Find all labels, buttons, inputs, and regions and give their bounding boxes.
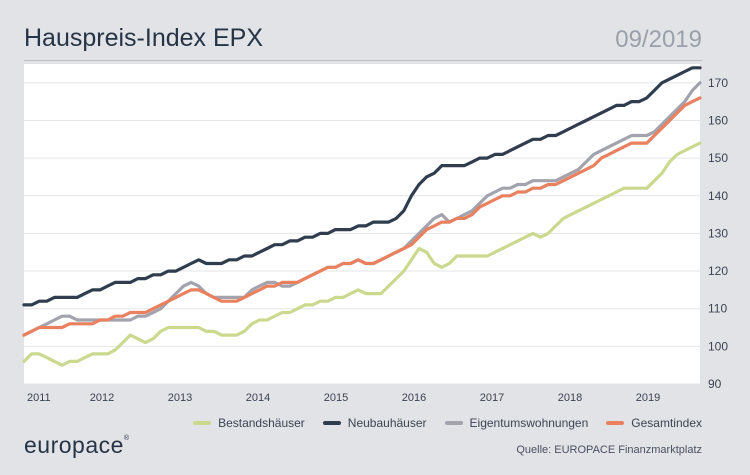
legend-swatch-neubauhaeuser xyxy=(322,421,341,425)
y-tick-label-110: 110 xyxy=(708,302,727,316)
chart-date: 09/2019 xyxy=(615,26,702,53)
logo-text: europace xyxy=(24,432,124,458)
legend-label-neubauhaeuser: Neubauhäuser xyxy=(347,416,427,430)
y-tick-label-100: 100 xyxy=(708,339,728,353)
logo-registered-mark: ® xyxy=(123,435,130,442)
source-note: Quelle: EUROPACE Finanzmarktplatz xyxy=(516,444,702,456)
legend-swatch-bestandshaeuser xyxy=(193,421,212,425)
legend-item-gesamtindex: Gesamtindex xyxy=(606,416,702,430)
x-tick-label-2017: 2017 xyxy=(480,392,504,404)
series-line-neubauhaeuser xyxy=(22,66,702,307)
x-tick-label-2019: 2019 xyxy=(636,392,660,404)
y-tick-label-160: 160 xyxy=(708,113,728,127)
y-tick-label-170: 170 xyxy=(708,76,728,90)
x-tick-label-2013: 2013 xyxy=(168,392,192,404)
legend-label-gesamtindex: Gesamtindex xyxy=(631,416,702,430)
y-tick-label-120: 120 xyxy=(708,264,728,278)
legend-swatch-eigentumswohnungen xyxy=(444,421,463,425)
x-tick-label-2018: 2018 xyxy=(558,392,582,404)
y-tick-label-150: 150 xyxy=(708,151,728,165)
legend-item-eigentumswohnungen: Eigentumswohnungen xyxy=(444,416,589,430)
plot-area xyxy=(24,64,700,384)
legend-item-neubauhaeuser: Neubauhäuser xyxy=(322,416,427,430)
chart-title: Hauspreis-Index EPX xyxy=(24,24,264,52)
x-tick-label-2016: 2016 xyxy=(402,392,426,404)
legend-item-bestandshaeuser: Bestandshäuser xyxy=(193,416,305,430)
series-line-gesamtindex xyxy=(22,96,702,337)
legend-label-bestandshaeuser: Bestandshäuser xyxy=(218,416,305,430)
x-tick-label-2012: 2012 xyxy=(90,392,114,404)
legend-swatch-gesamtindex xyxy=(606,421,625,425)
chart-legend: Bestandshäuser Neubauhäuser Eigentumswoh… xyxy=(193,416,702,430)
y-tick-label-140: 140 xyxy=(708,189,728,203)
series-line-bestandshaeuser xyxy=(22,141,702,367)
x-tick-label-2015: 2015 xyxy=(324,392,348,404)
x-tick-label-2014: 2014 xyxy=(246,392,270,404)
y-tick-label-90: 90 xyxy=(708,377,722,391)
legend-label-eigentumswohnungen: Eigentumswohnungen xyxy=(469,416,589,430)
europace-logo: europace® xyxy=(24,432,130,459)
y-tick-label-130: 130 xyxy=(708,226,728,240)
x-tick-label-2011: 2011 xyxy=(27,392,51,404)
title-divider xyxy=(24,60,702,61)
